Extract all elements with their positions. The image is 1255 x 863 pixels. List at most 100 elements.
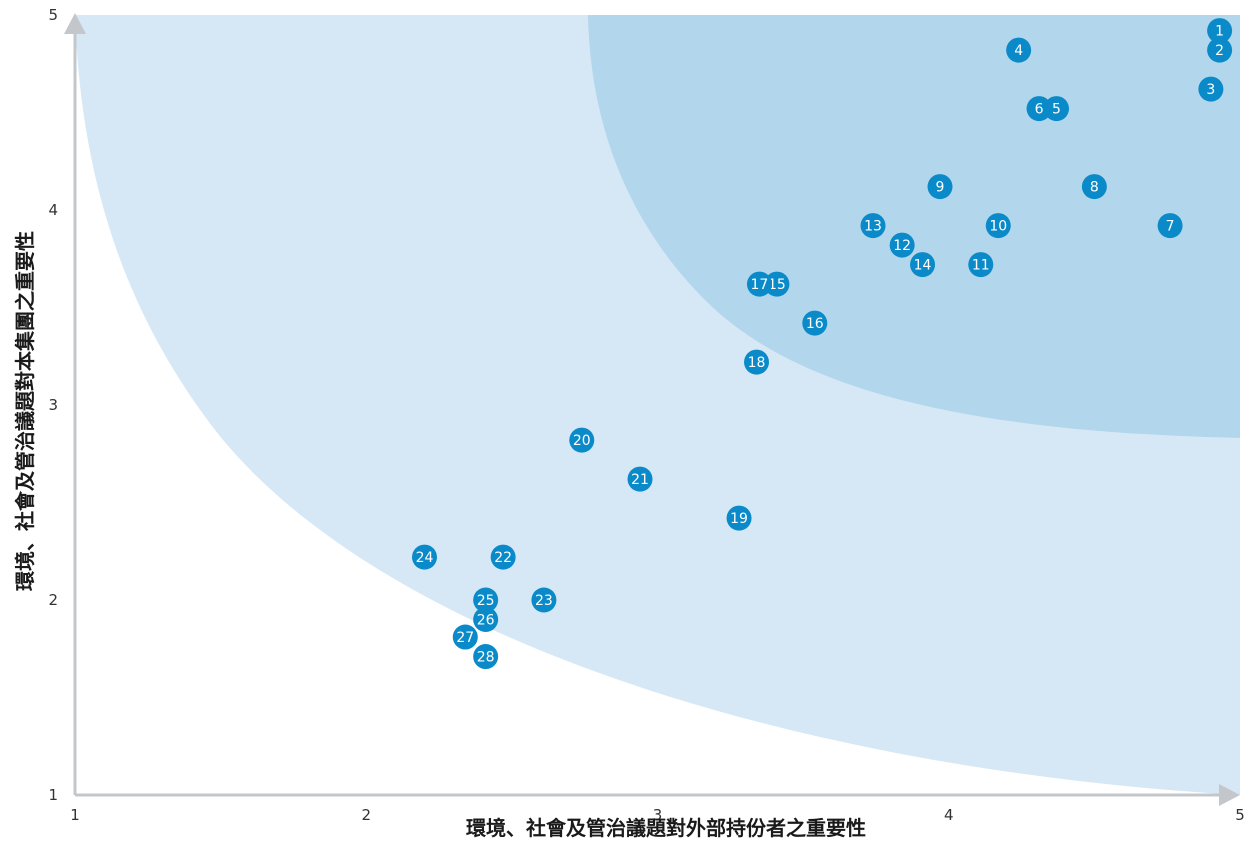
data-point: 2 [1207,37,1233,63]
data-point: 15 [764,271,790,297]
data-point-label: 14 [914,258,932,274]
data-point-label: 19 [730,511,748,527]
data-point-marker [412,544,437,570]
data-point-label: 10 [989,219,1007,235]
data-point: 18 [744,349,770,375]
y-axis-arrow-icon [64,13,86,34]
data-point-label: 13 [864,219,882,235]
data-point: 4 [1006,37,1032,63]
data-point-marker [490,544,516,570]
data-point-marker [860,213,886,239]
data-point: 25 [473,587,499,613]
y-tick-label: 1 [48,786,58,804]
data-point-label: 25 [477,593,495,609]
data-point-label: 17 [751,277,769,293]
data-point-label: 4 [1014,43,1023,59]
data-point-label: 2 [1215,43,1224,59]
data-point-marker [927,174,953,200]
data-point-label: 22 [494,550,512,566]
data-point-marker [1026,96,1052,122]
data-point-marker [569,427,595,453]
data-point-marker [968,252,994,278]
data-point-marker [452,624,478,650]
data-point: 22 [490,544,516,570]
data-point-label: 15 [768,277,786,293]
data-point-label: 18 [748,355,766,371]
data-point-marker [627,466,653,492]
axes [64,13,1240,806]
data-point-marker [1207,18,1233,44]
x-tick-label: 4 [944,806,954,824]
data-point: 7 [1157,213,1183,239]
data-point-marker [1081,174,1107,200]
data-point: 12 [889,232,915,258]
high-priority-zone [588,15,1240,438]
data-point: 8 [1081,174,1107,200]
data-point-marker [473,607,499,632]
data-point: 9 [927,174,953,200]
data-point: 13 [860,213,886,239]
y-tick-label: 2 [48,591,58,609]
data-point: 16 [802,310,828,336]
data-point-marker [531,587,557,613]
data-point-label: 6 [1035,102,1044,118]
data-point-label: 3 [1206,82,1215,98]
data-point-marker [985,213,1011,239]
data-point: 27 [452,624,478,650]
data-point-label: 26 [477,613,495,629]
x-tick-label: 1 [70,806,80,824]
data-point: 28 [473,644,499,670]
data-point: 3 [1198,76,1224,102]
data-point: 5 [1044,96,1070,122]
data-point: 6 [1026,96,1052,122]
y-tick-label: 4 [48,201,58,219]
x-tick-label: 5 [1235,806,1245,824]
data-point-label: 8 [1090,180,1099,196]
data-point-marker [1006,37,1032,63]
data-point-marker [1207,37,1233,63]
data-point-label: 27 [456,630,474,646]
data-point: 26 [473,607,499,632]
data-point-label: 12 [893,238,911,254]
x-axis-title: 環境、社會及管治議題對外部持份者之重要性 [466,816,866,840]
data-point: 19 [726,505,752,531]
y-tick-label: 5 [48,6,58,24]
data-point-marker [1198,76,1224,102]
y-tick-label: 3 [48,396,58,414]
data-point-label: 9 [936,180,945,196]
data-point-marker [910,252,936,278]
data-point-label: 28 [477,650,495,666]
x-tick-label: 3 [653,806,663,824]
data-point: 10 [985,213,1011,239]
x-tick-labels: 1 2 3 4 5 [70,806,1245,824]
data-point-label: 21 [631,472,649,488]
data-point-marker [744,349,770,375]
data-point-label: 16 [806,316,824,332]
x-tick-label: 2 [361,806,371,824]
data-point-marker [726,505,752,531]
data-point: 14 [910,252,936,278]
data-point-marker [746,271,772,297]
data-point-label: 5 [1052,102,1061,118]
priority-zones [75,15,1240,795]
data-point-label: 20 [573,433,591,449]
data-point-marker [802,310,828,336]
data-point-marker [1157,213,1183,239]
y-axis-title: 環境、社會及管治議題對本集團之重要性 [13,231,37,591]
data-point: 17 [746,271,772,297]
data-point-label: 7 [1166,219,1175,235]
data-point-label: 24 [416,550,434,566]
data-point-label: 11 [972,258,990,274]
data-point: 20 [569,427,595,453]
data-point-marker [764,271,790,297]
data-point-label: 1 [1215,24,1224,40]
data-point: 24 [412,544,437,570]
data-point-marker [1044,96,1070,122]
data-point: 23 [531,587,557,613]
data-points: 1234567891011121314151617181920212223242… [412,18,1233,670]
data-point-marker [473,587,499,613]
data-point-label: 23 [535,593,553,609]
data-point: 21 [627,466,653,492]
